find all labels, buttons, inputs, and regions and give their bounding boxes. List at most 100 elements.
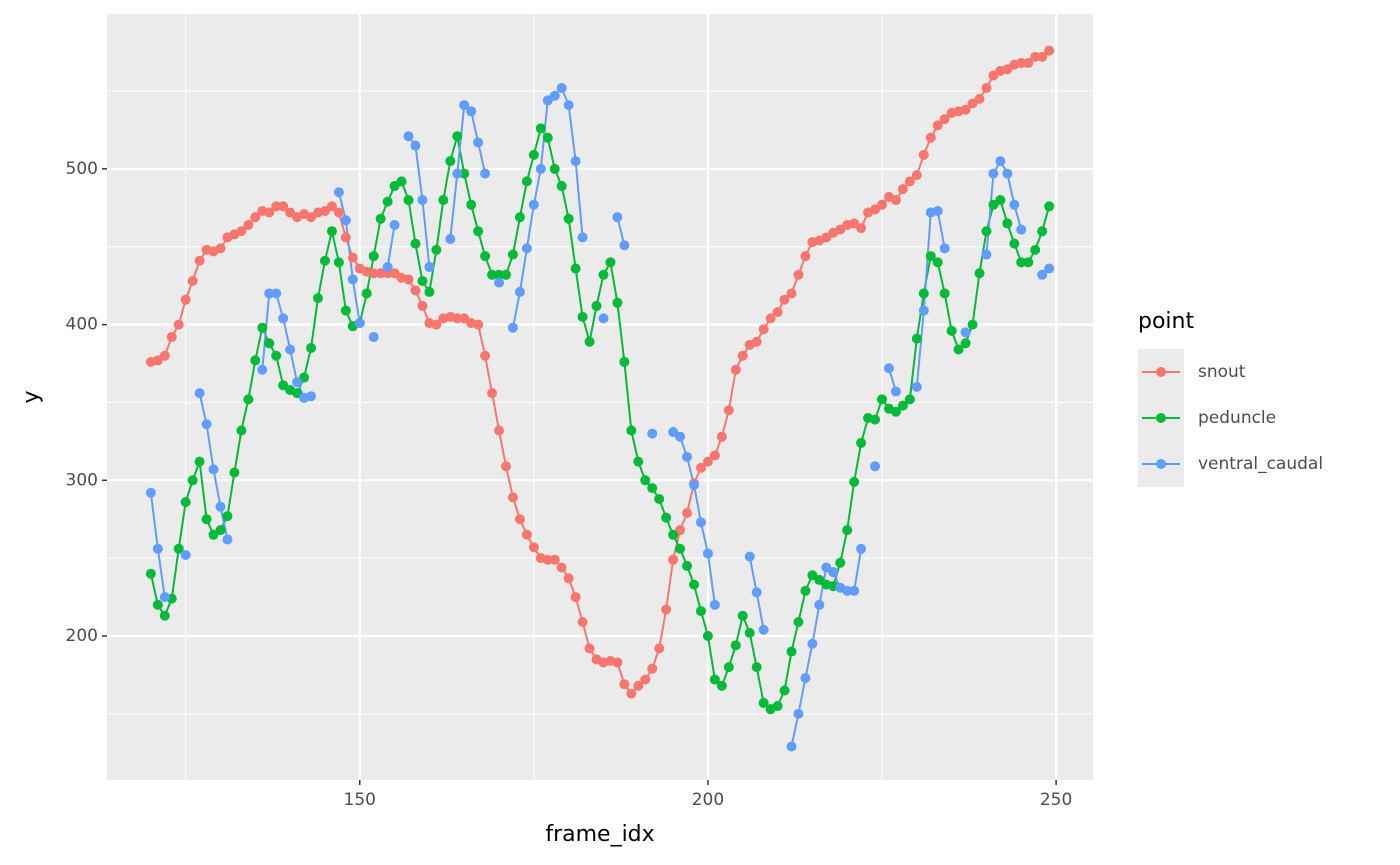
data-point bbox=[1002, 218, 1013, 229]
data-point bbox=[995, 156, 1006, 167]
data-point bbox=[257, 364, 268, 375]
data-point bbox=[577, 311, 588, 322]
data-point bbox=[647, 483, 658, 494]
data-point bbox=[403, 274, 414, 285]
data-point bbox=[758, 697, 769, 708]
data-point bbox=[466, 199, 477, 210]
data-point bbox=[870, 461, 881, 472]
data-point bbox=[709, 450, 720, 461]
data-point bbox=[932, 205, 943, 216]
data-point bbox=[1016, 58, 1027, 69]
data-point bbox=[187, 475, 198, 486]
data-point bbox=[375, 268, 386, 279]
data-point bbox=[835, 557, 846, 568]
data-point bbox=[877, 394, 888, 405]
data-point bbox=[702, 630, 713, 641]
data-point bbox=[904, 394, 915, 405]
data-point bbox=[424, 286, 435, 297]
data-point bbox=[960, 338, 971, 349]
data-point bbox=[723, 405, 734, 416]
data-point bbox=[159, 350, 170, 361]
data-point bbox=[661, 512, 672, 523]
data-point bbox=[584, 336, 595, 347]
data-point bbox=[215, 243, 226, 254]
data-point bbox=[452, 131, 463, 142]
data-point bbox=[695, 606, 706, 617]
data-point bbox=[974, 268, 985, 279]
data-point bbox=[333, 207, 344, 218]
data-point bbox=[264, 288, 275, 299]
data-point bbox=[180, 550, 191, 561]
data-point bbox=[911, 381, 922, 392]
data-point bbox=[1016, 257, 1027, 268]
data-point bbox=[1023, 257, 1034, 268]
grid bbox=[107, 14, 1093, 780]
data-point bbox=[807, 638, 818, 649]
data-point bbox=[897, 184, 908, 195]
data-point bbox=[598, 269, 609, 280]
data-point bbox=[264, 207, 275, 218]
data-point bbox=[689, 579, 700, 590]
data-point bbox=[410, 140, 421, 151]
data-point bbox=[633, 680, 644, 691]
data-point bbox=[612, 657, 623, 668]
data-point bbox=[744, 627, 755, 638]
data-point bbox=[389, 219, 400, 230]
data-point bbox=[675, 431, 686, 442]
data-point bbox=[605, 257, 616, 268]
data-point bbox=[375, 213, 386, 224]
data-point bbox=[932, 257, 943, 268]
data-point bbox=[682, 560, 693, 571]
data-point bbox=[222, 534, 233, 545]
data-point bbox=[856, 223, 867, 234]
data-point bbox=[368, 332, 379, 343]
data-point bbox=[709, 599, 720, 610]
data-point bbox=[445, 156, 456, 167]
data-point bbox=[974, 93, 985, 104]
data-point bbox=[577, 232, 588, 243]
data-point bbox=[932, 120, 943, 131]
data-point bbox=[800, 585, 811, 596]
data-point bbox=[668, 554, 679, 565]
data-point bbox=[702, 456, 713, 467]
data-point bbox=[528, 542, 539, 553]
data-point bbox=[751, 662, 762, 673]
legend-label: peduncle bbox=[1198, 408, 1276, 428]
data-point bbox=[730, 364, 741, 375]
data-point bbox=[1030, 51, 1041, 62]
data-point bbox=[166, 332, 177, 343]
data-point bbox=[849, 476, 860, 487]
data-point bbox=[236, 425, 247, 436]
data-point bbox=[849, 585, 860, 596]
data-point bbox=[459, 168, 470, 179]
data-point bbox=[145, 487, 156, 498]
data-point bbox=[487, 388, 498, 399]
data-point bbox=[236, 226, 247, 237]
data-point bbox=[494, 269, 505, 280]
x-tick-label: 150 bbox=[344, 790, 376, 810]
data-point bbox=[1044, 263, 1055, 274]
data-point bbox=[842, 585, 853, 596]
data-point bbox=[911, 333, 922, 344]
data-point bbox=[619, 356, 630, 367]
data-point bbox=[793, 616, 804, 627]
data-point bbox=[709, 674, 720, 685]
legend: snout peduncle ventral_caudal bbox=[1138, 349, 1323, 487]
data-point bbox=[326, 201, 337, 212]
data-point bbox=[528, 149, 539, 160]
data-point bbox=[368, 268, 379, 279]
data-point bbox=[243, 219, 254, 230]
data-point bbox=[626, 425, 637, 436]
data-point bbox=[793, 708, 804, 719]
data-point bbox=[194, 456, 205, 467]
data-point bbox=[507, 249, 518, 260]
data-point bbox=[800, 673, 811, 684]
data-point bbox=[556, 181, 567, 192]
data-point bbox=[577, 616, 588, 627]
data-point bbox=[890, 386, 901, 397]
data-point bbox=[173, 543, 184, 554]
data-point bbox=[723, 662, 734, 673]
data-point bbox=[403, 131, 414, 142]
data-point bbox=[1023, 58, 1034, 69]
